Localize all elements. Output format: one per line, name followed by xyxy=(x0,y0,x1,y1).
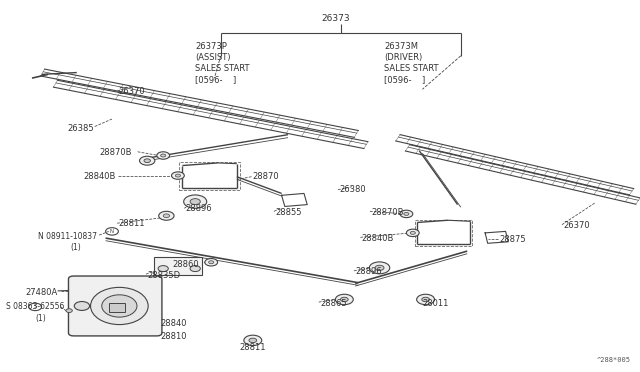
Bar xyxy=(154,257,202,275)
Circle shape xyxy=(369,262,390,274)
Ellipse shape xyxy=(91,287,148,324)
Circle shape xyxy=(159,211,174,220)
Text: 26373: 26373 xyxy=(322,14,350,23)
Circle shape xyxy=(161,154,166,157)
Text: 28811: 28811 xyxy=(239,343,266,352)
Circle shape xyxy=(400,210,413,218)
Text: 28865: 28865 xyxy=(320,299,347,308)
Circle shape xyxy=(205,259,218,266)
Text: ^288*005: ^288*005 xyxy=(596,357,630,363)
Text: SALES START: SALES START xyxy=(384,64,438,73)
Text: 28811: 28811 xyxy=(118,219,145,228)
Text: S: S xyxy=(33,304,37,310)
Text: 28870B: 28870B xyxy=(99,148,132,157)
Text: 28896: 28896 xyxy=(355,267,382,276)
Bar xyxy=(415,220,472,246)
Circle shape xyxy=(190,266,200,272)
Circle shape xyxy=(340,297,348,302)
Text: 26373P: 26373P xyxy=(195,42,227,51)
Text: [0596-    ]: [0596- ] xyxy=(384,76,425,84)
Text: 28011: 28011 xyxy=(422,299,449,308)
Text: [0596-    ]: [0596- ] xyxy=(195,76,236,84)
Circle shape xyxy=(163,214,170,218)
Circle shape xyxy=(244,335,262,346)
Circle shape xyxy=(406,229,419,237)
Text: 28860: 28860 xyxy=(173,260,200,269)
Text: 28840B: 28840B xyxy=(83,172,116,181)
Circle shape xyxy=(74,301,90,310)
Text: 28835D: 28835D xyxy=(147,271,180,280)
Text: (DRIVER): (DRIVER) xyxy=(384,53,422,62)
Circle shape xyxy=(375,265,384,270)
Circle shape xyxy=(66,309,72,312)
Text: 28855: 28855 xyxy=(275,208,301,217)
Text: N: N xyxy=(110,229,114,234)
Text: 28840: 28840 xyxy=(160,319,186,328)
Circle shape xyxy=(184,195,207,208)
Circle shape xyxy=(417,294,435,305)
Text: (1): (1) xyxy=(35,314,46,323)
Circle shape xyxy=(172,172,184,179)
Circle shape xyxy=(404,212,409,215)
Text: 26373M: 26373M xyxy=(384,42,418,51)
Circle shape xyxy=(422,297,429,302)
Circle shape xyxy=(158,266,168,272)
Text: 26385: 26385 xyxy=(67,124,94,133)
Circle shape xyxy=(140,156,155,165)
Text: 28870B: 28870B xyxy=(371,208,404,217)
Circle shape xyxy=(335,294,353,305)
Text: (ASSIST): (ASSIST) xyxy=(195,53,230,62)
Text: 28870: 28870 xyxy=(253,172,280,181)
Text: 28875: 28875 xyxy=(499,235,526,244)
Bar xyxy=(179,162,240,190)
Circle shape xyxy=(175,174,180,177)
Circle shape xyxy=(190,199,200,205)
Text: N 08911-10837: N 08911-10837 xyxy=(38,232,97,241)
Text: 27480A: 27480A xyxy=(26,288,58,296)
Circle shape xyxy=(410,231,415,234)
Text: (1): (1) xyxy=(70,243,81,252)
Text: 28810: 28810 xyxy=(160,332,186,341)
FancyBboxPatch shape xyxy=(68,276,162,336)
Circle shape xyxy=(144,159,150,163)
Text: 26380: 26380 xyxy=(339,185,366,194)
Circle shape xyxy=(157,152,170,159)
Text: 28840B: 28840B xyxy=(362,234,394,243)
Text: S 08363-62556: S 08363-62556 xyxy=(6,302,65,311)
Text: SALES START: SALES START xyxy=(195,64,250,73)
Ellipse shape xyxy=(102,295,137,317)
Circle shape xyxy=(249,338,257,343)
Text: 26370: 26370 xyxy=(118,87,145,96)
Text: 28896: 28896 xyxy=(186,204,212,213)
Text: 26370: 26370 xyxy=(563,221,590,230)
Bar xyxy=(109,303,125,312)
Circle shape xyxy=(209,261,214,264)
